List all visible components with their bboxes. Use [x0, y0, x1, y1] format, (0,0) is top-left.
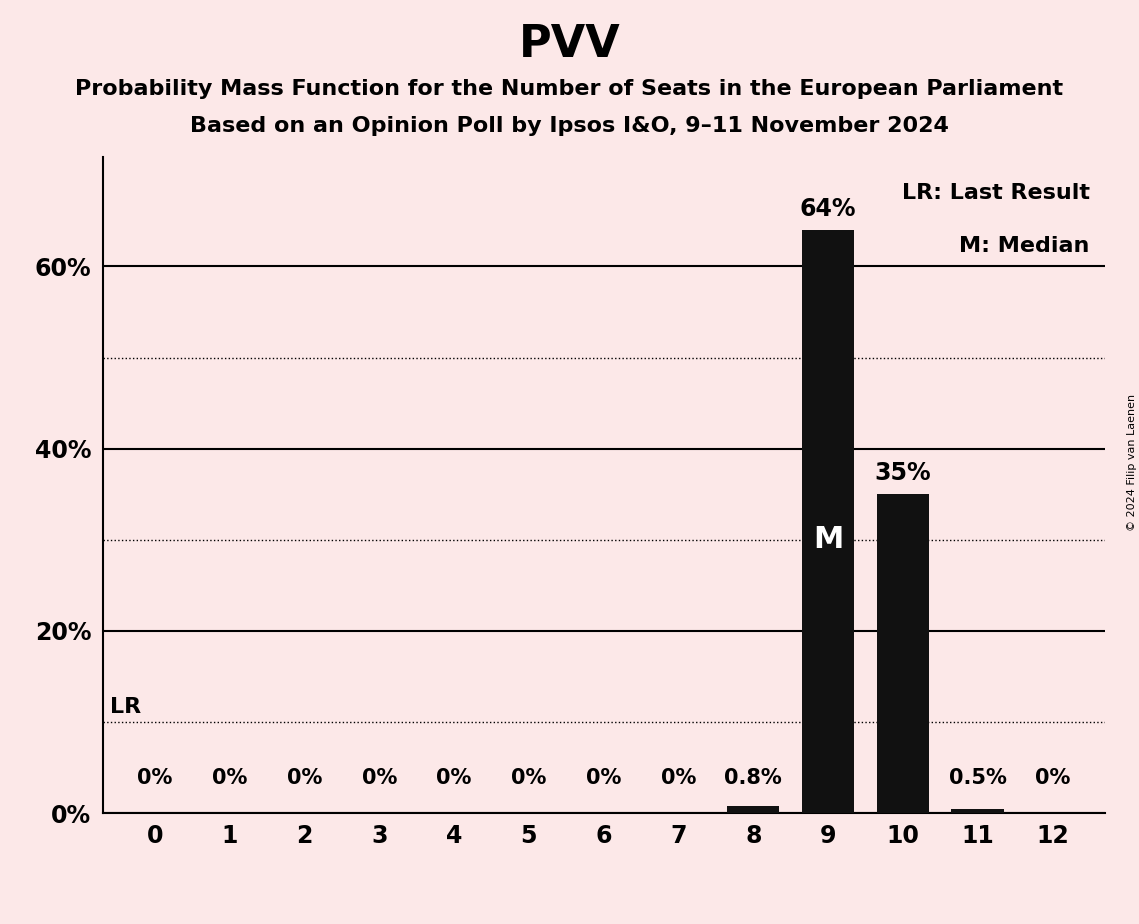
Text: 35%: 35% — [875, 461, 932, 485]
Text: 0%: 0% — [212, 768, 247, 787]
Text: 0%: 0% — [137, 768, 172, 787]
Text: 0%: 0% — [585, 768, 622, 787]
Bar — [951, 808, 1003, 813]
Bar — [877, 494, 929, 813]
Bar — [802, 230, 854, 813]
Text: 0%: 0% — [661, 768, 696, 787]
Text: 64%: 64% — [800, 197, 857, 221]
Text: Based on an Opinion Poll by Ipsos I&O, 9–11 November 2024: Based on an Opinion Poll by Ipsos I&O, 9… — [190, 116, 949, 136]
Text: 0%: 0% — [361, 768, 398, 787]
Text: 0%: 0% — [436, 768, 472, 787]
Text: 0%: 0% — [1035, 768, 1071, 787]
Text: Probability Mass Function for the Number of Seats in the European Parliament: Probability Mass Function for the Number… — [75, 79, 1064, 99]
Text: 0%: 0% — [511, 768, 547, 787]
Text: LR: LR — [110, 698, 141, 717]
Bar — [727, 806, 779, 813]
Text: 0.8%: 0.8% — [724, 768, 782, 787]
Text: 0%: 0% — [287, 768, 322, 787]
Text: © 2024 Filip van Laenen: © 2024 Filip van Laenen — [1126, 394, 1137, 530]
Text: 0.5%: 0.5% — [949, 768, 1007, 787]
Text: PVV: PVV — [518, 23, 621, 67]
Text: M: M — [813, 525, 843, 554]
Text: LR: Last Result: LR: Last Result — [902, 183, 1090, 203]
Text: M: Median: M: Median — [959, 236, 1090, 256]
